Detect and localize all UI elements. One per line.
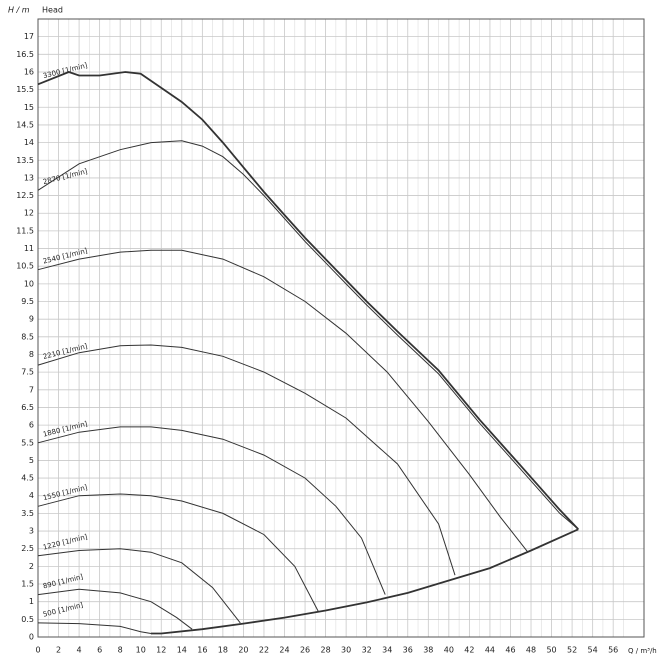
y-tick-label: 3.5	[21, 509, 34, 518]
x-tick-label: 16	[197, 646, 207, 655]
curve-label: 2870 [1/min]	[42, 167, 88, 186]
x-tick-label: 28	[320, 646, 330, 655]
y-tick-label: 13	[24, 173, 34, 182]
curve	[37, 71, 579, 530]
x-tick-label: 50	[546, 646, 556, 655]
x-tick-label: 12	[156, 646, 166, 655]
y-tick-label: 0	[29, 633, 34, 642]
y-tick-label: 4	[29, 491, 34, 500]
y-tick-label: 12	[24, 209, 34, 218]
x-axis-label: Q / m³/h	[628, 647, 657, 655]
chart-title: Head	[42, 6, 63, 15]
x-tick-label: 24	[279, 646, 289, 655]
y-tick-label: 10	[24, 279, 34, 288]
x-tick-label: 54	[588, 646, 598, 655]
x-tick-label: 6	[97, 646, 102, 655]
y-tick-label: 5	[29, 456, 34, 465]
y-tick-label: 3	[29, 527, 34, 536]
x-tick-label: 30	[341, 646, 351, 655]
x-tick-label: 32	[362, 646, 372, 655]
x-tick-label: 22	[259, 646, 269, 655]
x-tick-label: 46	[505, 646, 515, 655]
x-tick-label: 14	[177, 646, 187, 655]
y-tick-label: 16	[24, 67, 34, 76]
y-tick-label: 10.5	[16, 262, 34, 271]
y-tick-label: 14	[24, 138, 34, 147]
curve	[37, 249, 529, 553]
curve	[37, 140, 579, 530]
x-tick-label: 34	[382, 646, 392, 655]
curve	[151, 528, 579, 635]
y-axis-label: H / m	[8, 6, 30, 15]
curve	[37, 588, 193, 630]
y-tick-label: 6	[29, 421, 34, 430]
y-tick-label: 15	[24, 103, 34, 112]
x-tick-label: 56	[608, 646, 618, 655]
y-tick-label: 8.5	[21, 332, 34, 341]
y-tick-label: 9	[29, 315, 34, 324]
y-tick-label: 2.5	[21, 544, 34, 553]
y-tick-label: 17	[24, 32, 34, 41]
y-tick-label: 7	[29, 385, 34, 394]
y-tick-label: 6.5	[21, 403, 34, 412]
plot-frame	[37, 18, 645, 638]
x-tick-label: 10	[136, 646, 146, 655]
x-tick-label: 38	[423, 646, 433, 655]
curve	[37, 426, 386, 595]
y-tick-label: 16.5	[16, 50, 34, 59]
y-tick-label: 11	[24, 244, 34, 253]
x-tick-label: 36	[403, 646, 413, 655]
y-tick-label: 0.5	[21, 615, 34, 624]
x-tick-label: 52	[567, 646, 577, 655]
x-tick-label: 0	[35, 646, 40, 655]
curve	[37, 344, 456, 576]
x-tick-label: 48	[526, 646, 536, 655]
y-tick-label: 7.5	[21, 368, 34, 377]
y-tick-label: 1.5	[21, 580, 34, 589]
curve	[37, 622, 152, 634]
x-tick-label: 44	[485, 646, 495, 655]
x-tick-label: 26	[300, 646, 310, 655]
y-tick-label: 5.5	[21, 438, 34, 447]
curve-label: 3300 [1/min]	[42, 61, 88, 80]
y-tick-label: 14.5	[16, 120, 34, 129]
curve	[37, 493, 319, 612]
x-tick-label: 2	[56, 646, 61, 655]
y-tick-label: 2	[29, 562, 34, 571]
x-tick-label: 20	[238, 646, 248, 655]
x-tick-label: 4	[77, 646, 82, 655]
y-tick-label: 9.5	[21, 297, 34, 306]
x-tick-label: 42	[464, 646, 474, 655]
y-tick-label: 11.5	[16, 226, 34, 235]
y-tick-label: 8	[29, 350, 34, 359]
y-tick-label: 1	[29, 597, 34, 606]
y-tick-label: 4.5	[21, 474, 34, 483]
x-tick-label: 40	[444, 646, 454, 655]
y-tick-label: 12.5	[16, 191, 34, 200]
curve-label: 2210 [1/min]	[42, 342, 88, 361]
y-tick-label: 15.5	[16, 85, 34, 94]
y-tick-label: 13.5	[16, 156, 34, 165]
x-tick-label: 8	[118, 646, 123, 655]
x-tick-label: 18	[218, 646, 228, 655]
curve	[37, 548, 241, 624]
